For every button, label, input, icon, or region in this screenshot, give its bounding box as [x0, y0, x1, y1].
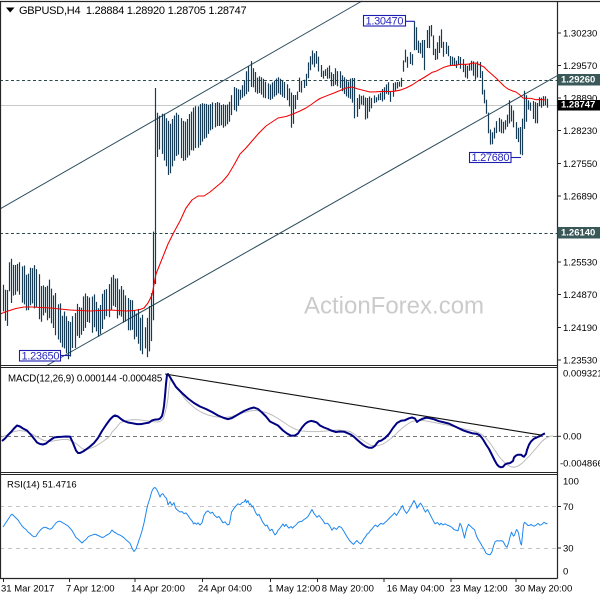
- svg-text:ActionForex.com: ActionForex.com: [304, 293, 484, 320]
- svg-text:1.26890: 1.26890: [563, 191, 597, 202]
- svg-text:0: 0: [563, 566, 568, 577]
- svg-text:1.27550: 1.27550: [563, 159, 597, 170]
- svg-text:70: 70: [563, 502, 574, 513]
- svg-text:100: 100: [563, 476, 579, 487]
- svg-text:30: 30: [563, 543, 574, 554]
- svg-text:31 Mar 2017: 31 Mar 2017: [1, 584, 54, 595]
- svg-text:1.29260: 1.29260: [561, 75, 595, 86]
- svg-text:1.28890: 1.28890: [563, 93, 597, 104]
- svg-text:1.23650: 1.23650: [22, 350, 60, 362]
- svg-text:30 May 20:00: 30 May 20:00: [515, 584, 573, 595]
- svg-text:1.28747: 1.28747: [561, 100, 595, 111]
- svg-text:8 May 20:00: 8 May 20:00: [322, 584, 374, 595]
- svg-text:1.28230: 1.28230: [563, 126, 597, 137]
- svg-text:GBPUSD,H4 1.28884 1.28920 1.2: GBPUSD,H4 1.28884 1.28920 1.28705 1.2874…: [19, 5, 247, 17]
- svg-text:0.009321: 0.009321: [563, 368, 600, 379]
- svg-text:23 May 12:00: 23 May 12:00: [450, 584, 508, 595]
- svg-text:1.26140: 1.26140: [561, 228, 595, 239]
- svg-text:24 Apr 04:00: 24 Apr 04:00: [198, 584, 252, 595]
- svg-text:1.30470: 1.30470: [366, 15, 404, 27]
- svg-text:RSI(14) 51.4716: RSI(14) 51.4716: [7, 480, 77, 491]
- svg-text:0.00: 0.00: [563, 432, 582, 443]
- svg-text:-0.004866: -0.004866: [560, 458, 600, 469]
- svg-text:16 May 04:00: 16 May 04:00: [387, 584, 445, 595]
- svg-text:7 Apr 12:00: 7 Apr 12:00: [66, 584, 115, 595]
- svg-text:1 May 12:00: 1 May 12:00: [268, 584, 320, 595]
- svg-text:1.29570: 1.29570: [563, 61, 597, 72]
- svg-text:MACD(12,26,9) 0.000144 -0.0004: MACD(12,26,9) 0.000144 -0.000485: [8, 374, 162, 385]
- svg-text:1.30230: 1.30230: [563, 28, 597, 39]
- svg-text:1.27680: 1.27680: [472, 152, 510, 164]
- svg-text:1.23530: 1.23530: [563, 355, 597, 366]
- svg-text:14 Apr 20:00: 14 Apr 20:00: [131, 584, 185, 595]
- svg-text:1.24190: 1.24190: [563, 323, 597, 334]
- svg-text:1.24870: 1.24870: [563, 290, 597, 301]
- svg-text:1.25530: 1.25530: [563, 257, 597, 268]
